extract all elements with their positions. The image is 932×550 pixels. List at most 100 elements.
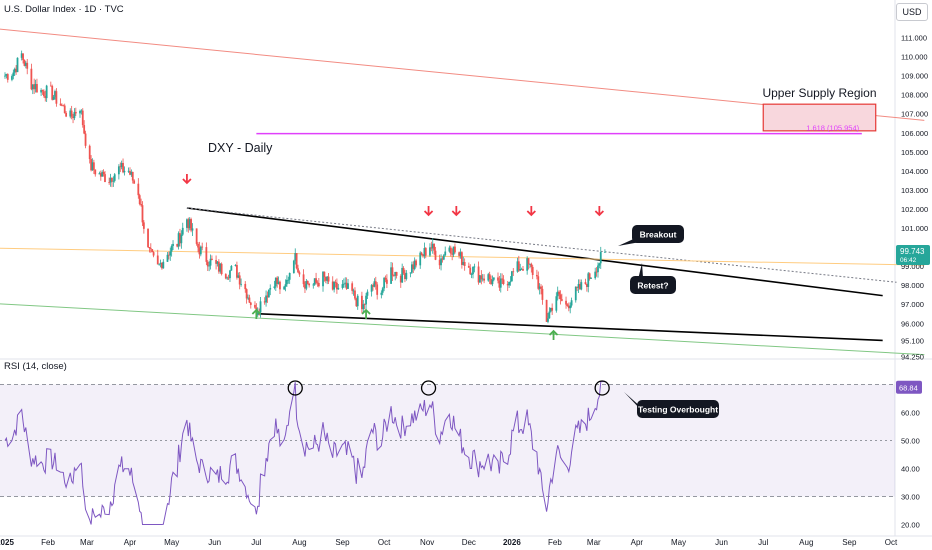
- candle-body: [284, 284, 287, 287]
- candle-body: [266, 295, 269, 298]
- candle-body: [63, 105, 66, 114]
- rsi-tick-label: 40.00: [901, 465, 920, 474]
- rsi-tick-label: 60.00: [901, 409, 920, 418]
- support-trendline-line: [256, 312, 883, 342]
- candle-body: [227, 277, 230, 279]
- candle-body: [23, 60, 26, 66]
- candle-body: [166, 254, 169, 262]
- candle-body: [587, 273, 590, 287]
- breakout-callout-box: [632, 225, 684, 243]
- candle-body: [391, 267, 394, 276]
- candle-body: [448, 247, 451, 252]
- candle-body: [395, 271, 398, 276]
- time-tick-label: Aug: [292, 538, 306, 547]
- price-tick-label: 109.000: [901, 72, 928, 81]
- candle-body: [383, 277, 386, 289]
- candle-body: [313, 278, 316, 285]
- candle-body: [477, 266, 480, 283]
- up-arrow-icon: [361, 308, 371, 319]
- candle-body: [140, 204, 142, 206]
- up-arrow-icon: [548, 329, 559, 340]
- candle-body: [279, 281, 281, 290]
- candle-body: [130, 172, 133, 175]
- rsi-tick-label: 50.00: [901, 437, 920, 446]
- candle-body: [444, 251, 447, 256]
- candle-body: [238, 275, 241, 285]
- candle-body: [159, 262, 162, 264]
- candle-body: [344, 282, 347, 284]
- green-channel-line: [0, 303, 925, 356]
- candle-body: [372, 285, 374, 287]
- candle-body: [172, 243, 174, 247]
- candle-body: [6, 74, 9, 80]
- candle-body: [181, 227, 184, 235]
- candle-body: [15, 68, 18, 73]
- candle-body: [569, 305, 572, 309]
- candle-body: [256, 312, 259, 315]
- candle-body: [585, 284, 588, 287]
- supply-zone: [762, 103, 877, 132]
- candle-body: [52, 96, 55, 100]
- candle-body: [308, 283, 311, 286]
- down-arrow-icon: [526, 206, 536, 217]
- candle-body: [315, 278, 317, 283]
- candle-body: [297, 268, 299, 273]
- candle-body: [40, 89, 43, 93]
- candle-body: [142, 222, 145, 229]
- currency-button[interactable]: USD: [896, 3, 928, 21]
- candle-body: [374, 281, 377, 285]
- candle-body: [481, 278, 484, 280]
- candle-body: [304, 284, 306, 289]
- candle-body: [491, 279, 494, 285]
- candle-body: [324, 276, 327, 281]
- candle-body: [286, 279, 288, 285]
- candle-body: [508, 281, 511, 286]
- candle-body: [410, 264, 413, 273]
- candle-body: [81, 110, 84, 126]
- candle-body: [498, 280, 501, 288]
- candle-body: [187, 219, 190, 229]
- price-tick-label: 108.000: [901, 91, 928, 100]
- candle-body: [36, 84, 38, 93]
- candle-body: [574, 286, 577, 301]
- candle-body: [541, 288, 544, 300]
- candle-body: [5, 74, 8, 76]
- candle-body: [254, 304, 256, 308]
- candle-body: [133, 180, 136, 184]
- candle-body: [469, 267, 472, 275]
- time-tick-label: Jun: [715, 538, 728, 547]
- candles: [4, 50, 606, 324]
- last-price-box: [896, 244, 930, 265]
- candle-body: [598, 263, 601, 266]
- candle-body: [519, 269, 522, 271]
- rsi-header[interactable]: RSI (14, close): [4, 361, 67, 372]
- price-tick-label: 106.000: [901, 129, 928, 138]
- candle-body: [360, 295, 363, 310]
- candle-body: [413, 260, 416, 270]
- candle-body: [176, 243, 179, 247]
- candle-body: [205, 247, 208, 262]
- time-tick-label: Aug: [799, 538, 813, 547]
- main-pane: [0, 0, 932, 537]
- candle-body: [326, 276, 329, 281]
- candle-body: [90, 159, 93, 171]
- symbol-header: U.S. Dollar Index · 1D · TVC: [4, 4, 124, 15]
- time-tick-label: Oct: [378, 538, 391, 547]
- dotted-trendline-line: [186, 207, 897, 283]
- time-tick-label: May: [671, 538, 686, 547]
- candle-body: [92, 162, 95, 170]
- candle-body: [158, 263, 161, 265]
- candle-body: [111, 177, 113, 182]
- candle-body: [373, 281, 376, 287]
- candle-body: [167, 254, 170, 256]
- candle-body: [20, 53, 23, 58]
- candle-body: [209, 258, 212, 266]
- candle-body: [269, 288, 272, 290]
- price-tick-label: 96.000: [901, 319, 924, 328]
- rsi-pane: [0, 384, 895, 497]
- candle-body: [74, 111, 77, 114]
- rsi-last-label: 68.84: [899, 384, 918, 393]
- candle-body: [88, 145, 91, 160]
- candle-body: [79, 111, 81, 114]
